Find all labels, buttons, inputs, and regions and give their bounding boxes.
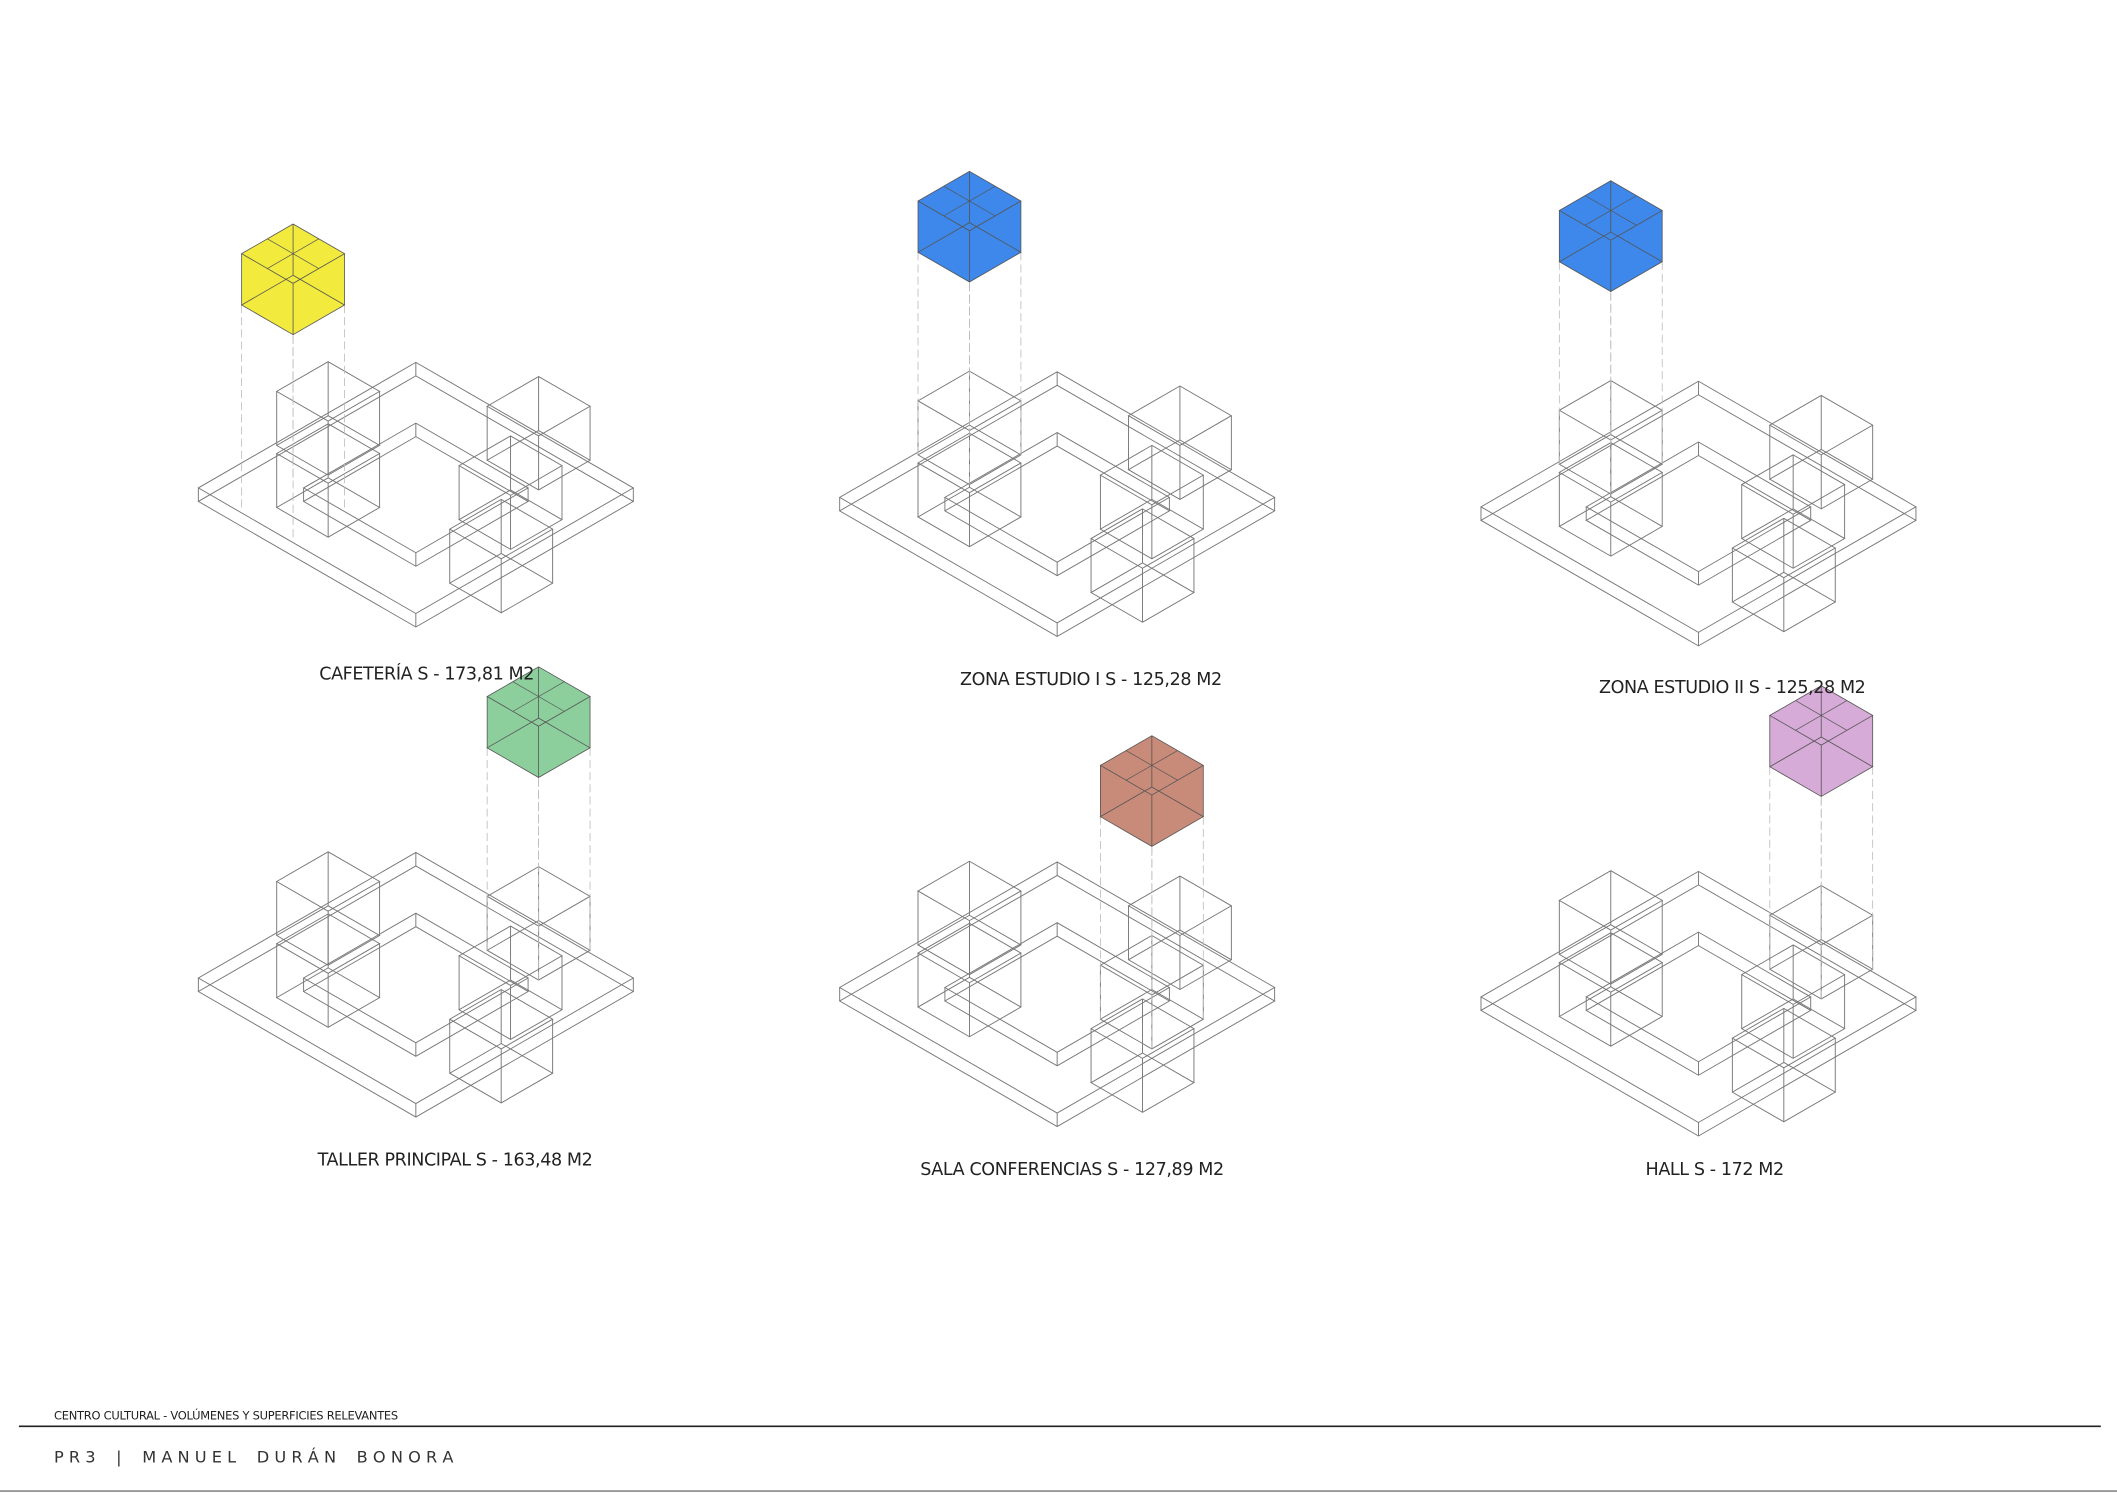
highlighted-volume-taller-principal (486, 666, 591, 981)
volume-box (275, 423, 381, 538)
panel-label-sala-conferencias: SALA CONFERENCIAS S - 127,89 M2 (920, 1160, 1224, 1180)
panel-label-taller-principal: TALLER PRINCIPAL S - 163,48 M2 (317, 1151, 593, 1171)
volume-box (1731, 1007, 1837, 1123)
axonometric-diagram-sala-conferencias (838, 735, 1276, 1128)
courtyard-ring (197, 851, 635, 1118)
axonometric-diagram-cafeteria (197, 223, 635, 628)
highlighted-volume-cafeteria (240, 223, 346, 538)
volume-box (1090, 508, 1195, 623)
panels (197, 170, 1917, 1137)
highlighted-volume-sala-conferencias (1099, 735, 1205, 1049)
volume-box (917, 432, 1022, 548)
panel-label-hall: HALL S - 172 M2 (1646, 1160, 1784, 1180)
highlighted-volume-zona-estudio-1 (917, 170, 1022, 485)
volume-box (1127, 385, 1233, 500)
axonometric-diagram-zona-estudio-2 (1480, 180, 1917, 647)
volume-box (1090, 998, 1195, 1113)
axonometric-diagram-zona-estudio-1 (838, 170, 1276, 637)
highlighted-volume-zona-estudio-2 (1558, 180, 1664, 495)
volume-box (1740, 454, 1846, 569)
axonometric-diagram-hall (1480, 685, 1917, 1137)
footer-author: P R 3 | M A N U E L D U R Á N B O N O R … (54, 1448, 453, 1467)
volume-box (458, 925, 563, 1040)
volume-box (448, 498, 554, 614)
volume-box (448, 988, 554, 1104)
courtyard-ring (197, 361, 635, 628)
volume-box (1731, 517, 1837, 633)
panel-label-cafeteria: CAFETERÍA S - 173,81 M2 (319, 663, 534, 685)
volume-box (486, 375, 591, 491)
volume-box (1768, 394, 1874, 510)
volume-box (1558, 932, 1664, 1047)
volume-box (1127, 875, 1233, 991)
panel-label-zona-estudio-1: ZONA ESTUDIO I S - 125,28 M2 (960, 670, 1222, 690)
courtyard-ring (1480, 870, 1917, 1137)
courtyard-ring (838, 861, 1276, 1128)
volume-box (458, 435, 563, 550)
courtyard-ring (1480, 380, 1917, 647)
volume-box (1558, 442, 1664, 557)
panel-label-zona-estudio-2: ZONA ESTUDIO II S - 125,28 M2 (1599, 678, 1866, 698)
volume-box (917, 922, 1022, 1038)
highlighted-volume-hall (1768, 685, 1874, 999)
axonometric-diagram-taller-principal (197, 666, 635, 1118)
footer-title: CENTRO CULTURAL - VOLÚMENES Y SUPERFICIE… (54, 1408, 398, 1423)
courtyard-ring (838, 371, 1276, 637)
volume-box (275, 913, 381, 1028)
